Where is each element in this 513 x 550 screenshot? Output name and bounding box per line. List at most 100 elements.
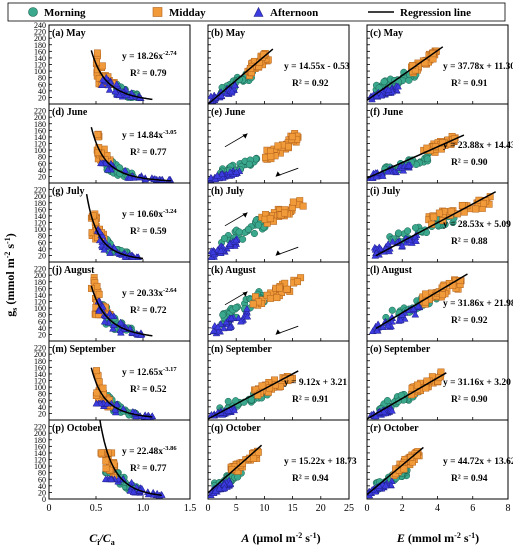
midday-point bbox=[447, 207, 455, 215]
y-tick-label: 140 bbox=[34, 54, 46, 63]
y-label-unit: (mmol m bbox=[3, 258, 17, 307]
x-tick-label: 1.0 bbox=[137, 503, 150, 514]
midday-point bbox=[480, 200, 488, 207]
afternoon-point bbox=[411, 310, 420, 318]
midday-point bbox=[266, 294, 274, 302]
afternoon-point bbox=[220, 484, 229, 492]
arrow-head bbox=[242, 212, 248, 218]
regression-equation: y = 18.26x-2.74 bbox=[122, 50, 177, 62]
panel-b: (b) May y = 14.55x - 0.53 R² = 0.92 bbox=[207, 24, 350, 105]
equation-exponent: -3.86 bbox=[163, 445, 177, 452]
equation-base: y = 14.84x bbox=[122, 131, 163, 141]
afternoon-point bbox=[232, 168, 241, 175]
midday-point bbox=[299, 202, 307, 210]
morning-point bbox=[380, 78, 388, 86]
afternoon-point bbox=[129, 488, 138, 495]
afternoon-point bbox=[372, 172, 381, 180]
morning-point bbox=[239, 235, 247, 243]
equation-base: y = 22.48x bbox=[122, 447, 163, 457]
y-tick-label: 60 bbox=[38, 396, 46, 405]
legend: Morning Midday Afternoon Regression line bbox=[7, 2, 506, 22]
scatter-points bbox=[208, 130, 302, 183]
legend-midday-label: Midday bbox=[169, 7, 206, 19]
x-axis-label-e: E (mmol m-2 s-1) bbox=[396, 531, 479, 545]
y-tick-label: 140 bbox=[34, 212, 46, 221]
y-tick-label: 120 bbox=[34, 219, 46, 228]
panel-label: (a) May bbox=[52, 28, 86, 39]
afternoon-point bbox=[100, 317, 109, 325]
equation-base: y = 12.65x bbox=[122, 368, 163, 378]
midday-point bbox=[274, 142, 282, 150]
afternoon-point bbox=[226, 323, 235, 331]
afternoon-point bbox=[232, 236, 240, 244]
scatter-points bbox=[367, 132, 465, 181]
y-tick-label: 60 bbox=[38, 317, 46, 326]
y-tick-label: 40 bbox=[38, 245, 46, 254]
x-label-e-unit: (mmol m bbox=[405, 531, 454, 545]
panel-label: (d) June bbox=[52, 107, 88, 118]
midday-point bbox=[94, 131, 102, 139]
regression-equation: y = 44.72x + 13.62 bbox=[443, 457, 513, 467]
afternoon-point bbox=[215, 484, 224, 492]
r-squared: R² = 0.94 bbox=[292, 474, 329, 484]
midday-point bbox=[258, 382, 266, 390]
y-tick-label: 100 bbox=[34, 146, 46, 155]
y-tick-label: 40 bbox=[38, 403, 46, 412]
equation-base: y = 31.86x + 21.98 bbox=[443, 299, 513, 309]
afternoon-point bbox=[224, 406, 233, 414]
equation-base: y = 44.72x + 13.62 bbox=[443, 457, 513, 467]
regression-equation: y = 10.60x-3.24 bbox=[122, 208, 177, 220]
r-squared: R² = 0.59 bbox=[130, 227, 167, 237]
panel-f: (f) June y = 23.88x + 14.43 R² = 0.90 bbox=[366, 103, 513, 184]
x-tick-label: 0 bbox=[365, 503, 370, 514]
x-tick-label: 15 bbox=[288, 503, 298, 514]
r-squared: R² = 0.90 bbox=[451, 158, 488, 168]
afternoon-point bbox=[373, 326, 381, 334]
y-axis-label-text: gs (mmol m-2 s-1) bbox=[3, 233, 19, 316]
y-tick-label: 220 bbox=[34, 107, 46, 116]
y-tick-label: 180 bbox=[34, 436, 46, 445]
regression-line bbox=[375, 273, 468, 330]
x-label-e-unit2: s bbox=[461, 531, 469, 545]
morning-point bbox=[219, 311, 227, 319]
r-squared: R² = 0.91 bbox=[292, 395, 329, 405]
afternoon-point bbox=[237, 317, 245, 325]
morning-point bbox=[394, 229, 403, 237]
panel-label: (j) August bbox=[52, 265, 95, 276]
y-tick-label: 200 bbox=[34, 34, 46, 43]
midday-point bbox=[93, 389, 101, 397]
panel-q: 0 5 10 15 20 25 (q) October y = 15.22x + 18.73 R… bbox=[206, 419, 357, 514]
afternoon-point bbox=[243, 304, 251, 312]
y-tick-label: 160 bbox=[34, 442, 46, 451]
y-tick-label: 180 bbox=[34, 120, 46, 129]
y-tick-label: 80 bbox=[38, 153, 46, 162]
y-tick-label: 160 bbox=[34, 205, 46, 214]
scatter-points bbox=[367, 46, 444, 103]
afternoon-point bbox=[377, 91, 386, 99]
midday-point bbox=[266, 215, 274, 223]
panel-label: (r) October bbox=[370, 423, 419, 434]
morning-point bbox=[254, 221, 262, 229]
x-tick-label: 10 bbox=[259, 503, 269, 514]
y-tick-label: 200 bbox=[34, 271, 46, 280]
y-tick-label: 140 bbox=[34, 449, 46, 458]
y-label-sup: -2 bbox=[3, 252, 12, 259]
y-tick-label: 160 bbox=[34, 126, 46, 135]
equation-exponent: -2.74 bbox=[163, 50, 177, 57]
morning-point bbox=[388, 306, 396, 314]
panel-h: (h) July bbox=[207, 182, 350, 263]
scatter-points bbox=[368, 273, 468, 335]
panel-k: (k) August bbox=[207, 261, 350, 342]
midday-point bbox=[93, 49, 101, 57]
midday-point bbox=[97, 449, 105, 457]
afternoon-point bbox=[384, 86, 393, 93]
afternoon-point bbox=[115, 91, 124, 98]
midday-point bbox=[294, 278, 302, 286]
afternoon-point bbox=[211, 175, 220, 183]
afternoon-point bbox=[378, 172, 387, 179]
afternoon-point bbox=[105, 85, 114, 93]
y-tick-label: 140 bbox=[34, 133, 46, 142]
scatter-points bbox=[208, 444, 263, 499]
x-label-e-sup: -2 bbox=[454, 531, 461, 540]
